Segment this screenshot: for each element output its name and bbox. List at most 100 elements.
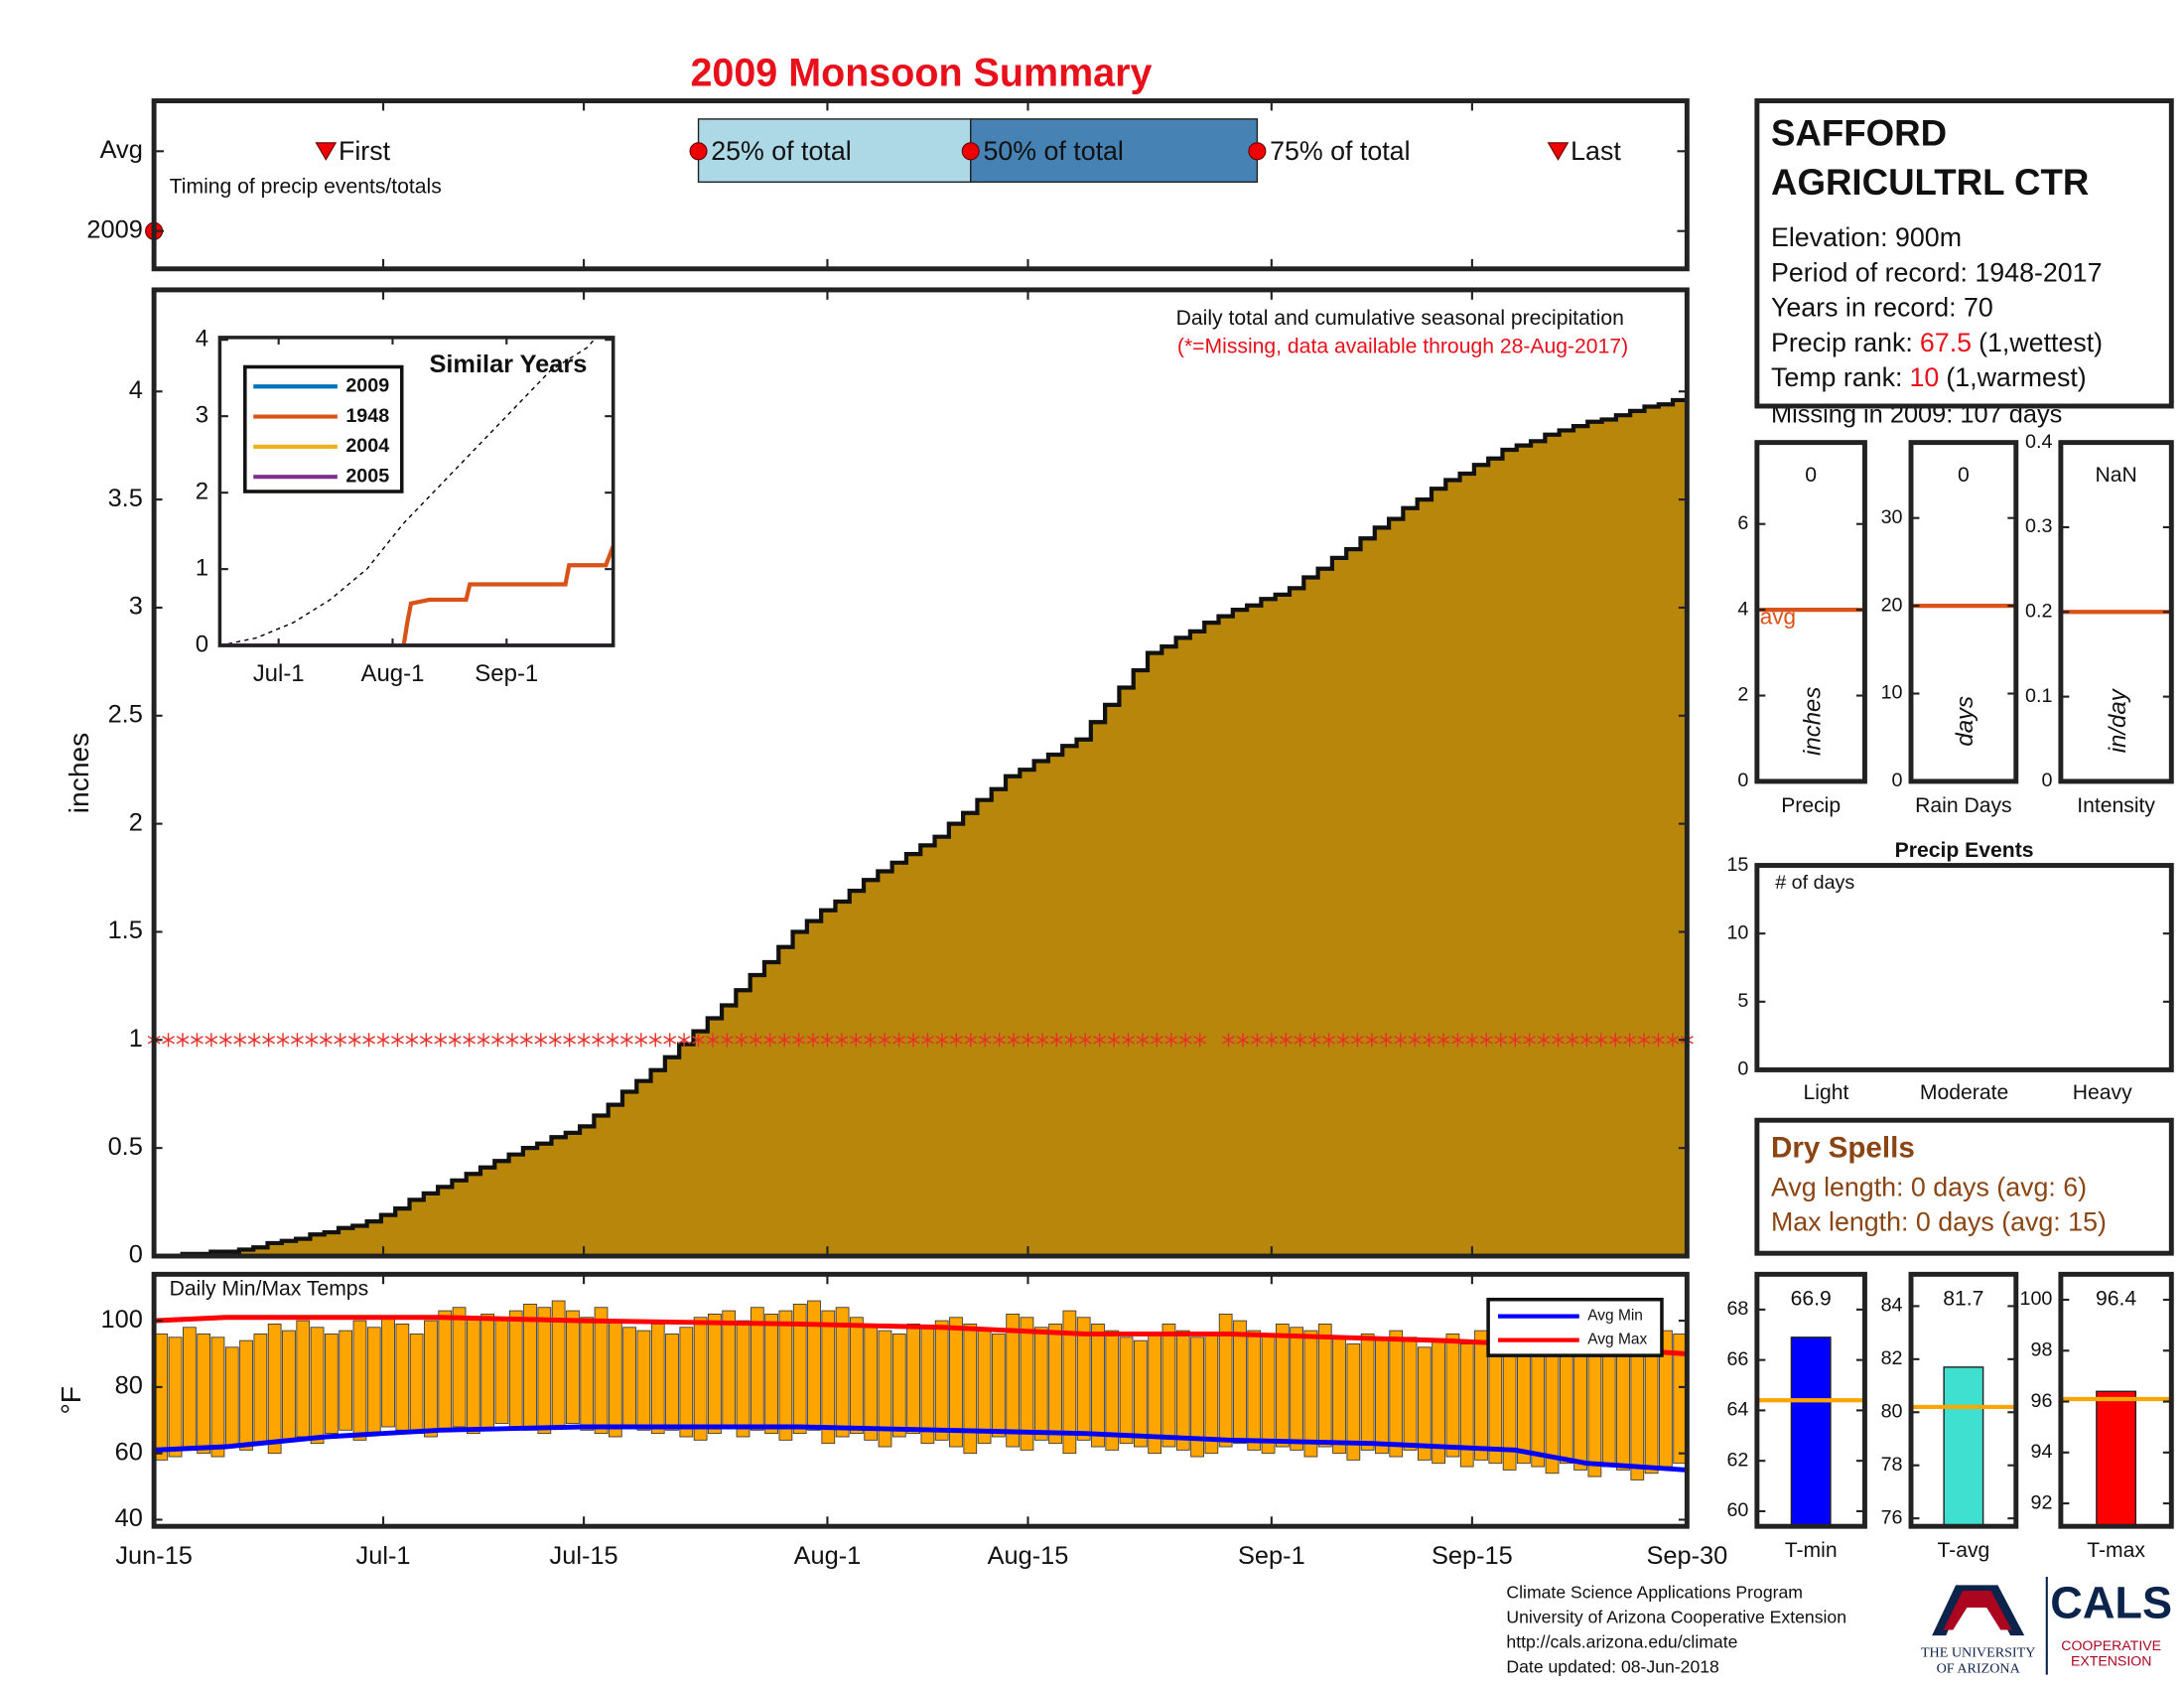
- value-label: NaN: [2095, 464, 2136, 487]
- missing-marker: [949, 1033, 963, 1048]
- missing-marker: [1508, 1033, 1522, 1048]
- logo-text: EXTENSION: [2071, 1653, 2151, 1669]
- cumulative-step: [1105, 704, 1120, 1257]
- missing-marker: [878, 1033, 891, 1048]
- missing-marker: [864, 1033, 878, 1048]
- y-tick-label: 0.1: [2025, 685, 2052, 707]
- unit-label: days: [1952, 696, 1979, 747]
- temp-bar: [679, 1327, 694, 1438]
- cumulative-step: [849, 891, 865, 1257]
- missing-marker: [1279, 1033, 1293, 1048]
- cumulative-step: [891, 862, 907, 1257]
- legend-label: 2005: [345, 465, 389, 487]
- cumulative-step: [1559, 430, 1574, 1257]
- cumulative-step: [1587, 421, 1603, 1257]
- temp-bar: [1644, 1336, 1659, 1475]
- x-axis-label: T-min: [1785, 1539, 1838, 1562]
- y-tick-label: 92: [2030, 1491, 2052, 1513]
- missing-marker: [1351, 1033, 1364, 1048]
- missing-marker: [1537, 1033, 1551, 1048]
- temp-bar: [1360, 1334, 1375, 1451]
- info-box: [1754, 98, 2174, 409]
- cumulative-step: [522, 1148, 538, 1257]
- temp-bar: [636, 1330, 651, 1431]
- temp-bar: [1531, 1349, 1546, 1468]
- missing-marker: [1236, 1033, 1250, 1048]
- missing-marker: [563, 1033, 577, 1048]
- missing-marker: [247, 1033, 261, 1048]
- missing-marker: [1222, 1033, 1235, 1048]
- asterisk-stroke: [1164, 1036, 1178, 1045]
- missing-marker: [792, 1033, 805, 1048]
- missing-marker: [835, 1033, 849, 1048]
- temp-bar: [1076, 1317, 1091, 1441]
- station-info: Period of record: 1948-2017: [1771, 257, 2103, 287]
- temp-bar: [934, 1320, 949, 1441]
- asterisk-stroke: [1078, 1036, 1092, 1045]
- asterisk-stroke: [463, 1036, 477, 1045]
- missing-marker: [1566, 1033, 1579, 1048]
- cumulative-step: [1119, 687, 1135, 1257]
- cumulative-step: [1148, 652, 1162, 1257]
- cumulative-step: [1545, 434, 1561, 1257]
- asterisk-stroke: [1351, 1036, 1364, 1045]
- missing-marker: [706, 1033, 720, 1048]
- missing-marker: [1379, 1033, 1393, 1048]
- missing-marker: [1637, 1033, 1651, 1048]
- y-tick-label: 98: [2030, 1338, 2052, 1360]
- missing-marker: [1250, 1033, 1264, 1048]
- missing-marker: [1465, 1033, 1479, 1048]
- missing-marker: [347, 1033, 361, 1048]
- legend-box: [1486, 1297, 1664, 1357]
- dry-spell-box: [1754, 1117, 2174, 1256]
- cumulative-step: [1601, 419, 1617, 1257]
- y-tick-label: 68: [1726, 1298, 1748, 1320]
- asterisk-stroke: [247, 1036, 261, 1045]
- timing-label: 50% of total: [983, 136, 1123, 166]
- cumulative-step: [1331, 557, 1347, 1257]
- asterisk-stroke: [806, 1036, 820, 1045]
- missing-marker: [1436, 1033, 1450, 1048]
- cumulative-step: [1076, 739, 1092, 1257]
- cumulative-step: [438, 1187, 453, 1257]
- asterisk-stroke: [347, 1036, 361, 1045]
- asterisk-stroke: [921, 1036, 934, 1045]
- asterisk-stroke: [1594, 1036, 1608, 1045]
- missing-marker: [677, 1033, 691, 1048]
- temp-bar: [1020, 1317, 1034, 1451]
- legend-label: 2009: [345, 374, 389, 396]
- missing-marker: [477, 1033, 490, 1048]
- cumulative-step: [1658, 404, 1674, 1257]
- cumulative-step: [1630, 410, 1646, 1257]
- axes-frame: [2058, 440, 2174, 784]
- cumulative-step: [1175, 637, 1191, 1257]
- rank-value: 10: [1909, 362, 1939, 392]
- row-label: 2009: [86, 215, 142, 243]
- missing-marker: [319, 1033, 333, 1048]
- asterisk-stroke: [176, 1036, 190, 1045]
- y-tick-label: 3.5: [108, 485, 143, 512]
- asterisk-stroke: [1537, 1036, 1551, 1045]
- missing-marker: [1193, 1033, 1207, 1048]
- x-tick-label: Jul-1: [356, 1542, 411, 1570]
- asterisk-stroke: [1436, 1036, 1450, 1045]
- temp-bar: [296, 1320, 311, 1438]
- temp-bar: [154, 1334, 169, 1461]
- y-tick-label: 1: [129, 1025, 143, 1053]
- cumulative-step: [1473, 465, 1489, 1257]
- missing-marker: [978, 1033, 992, 1048]
- y-tick-label: 0: [1737, 770, 1748, 791]
- x-tick-label: Jul-1: [253, 660, 305, 687]
- y-tick-label: 5: [1737, 990, 1748, 1012]
- asterisk-stroke: [1566, 1036, 1579, 1045]
- missing-marker: [1322, 1033, 1335, 1048]
- missing-marker: [634, 1033, 648, 1048]
- temp-bar: [409, 1334, 424, 1435]
- asterisk-stroke: [1064, 1036, 1078, 1045]
- asterisk-stroke: [477, 1036, 490, 1045]
- logo: [1932, 1576, 2048, 1675]
- temp-bar: [381, 1317, 395, 1428]
- cumulative-step: [750, 975, 765, 1257]
- temp-bar: [650, 1324, 665, 1435]
- cumulative-step: [835, 901, 851, 1257]
